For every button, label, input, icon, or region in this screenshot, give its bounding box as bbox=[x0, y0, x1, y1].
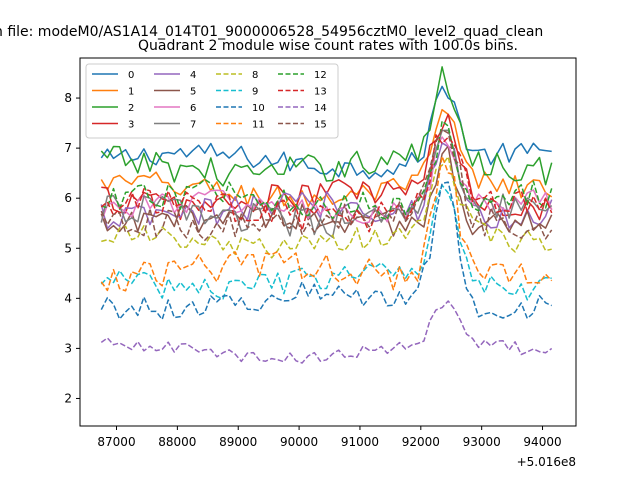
y-tick-label: 5 bbox=[64, 241, 72, 255]
series-line-7 bbox=[100, 129, 553, 239]
x-tick-label: 92000 bbox=[402, 435, 440, 449]
plot-frame bbox=[79, 57, 577, 427]
legend-label-6: 6 bbox=[190, 103, 196, 114]
series-line-12 bbox=[101, 120, 553, 221]
legend-label-9: 9 bbox=[252, 87, 258, 98]
series-line-11 bbox=[100, 155, 553, 292]
x-tick-label: 91000 bbox=[341, 435, 379, 449]
x-axis: 87000 88000 89000 90000 91000 92000 93000 94000 bbox=[97, 426, 562, 449]
series-line-14 bbox=[100, 300, 553, 364]
legend-label-2: 2 bbox=[128, 103, 134, 114]
y-axis: 2 3 4 5 6 7 8 bbox=[64, 91, 80, 405]
legend-label-7: 7 bbox=[190, 120, 196, 131]
figure-suptitle: n file: modeM0/AS1A14_014T01_9000006528_… bbox=[0, 24, 543, 40]
legend-label-0: 0 bbox=[128, 70, 134, 81]
legend-label-3: 3 bbox=[128, 120, 134, 131]
series-layer bbox=[100, 66, 553, 364]
x-tick-label: 87000 bbox=[97, 435, 135, 449]
x-tick-label: 93000 bbox=[463, 435, 501, 449]
legend-label-4: 4 bbox=[190, 70, 196, 81]
y-tick-label: 6 bbox=[64, 191, 72, 205]
legend-label-10: 10 bbox=[252, 103, 265, 114]
legend-label-1: 1 bbox=[128, 87, 134, 98]
y-tick-label: 2 bbox=[64, 391, 72, 405]
series-line-8 bbox=[101, 155, 552, 259]
legend-label-14: 14 bbox=[314, 103, 327, 114]
legend-label-11: 11 bbox=[252, 120, 265, 131]
x-tick-label: 90000 bbox=[280, 435, 318, 449]
legend-label-15: 15 bbox=[314, 120, 327, 131]
legend-label-8: 8 bbox=[252, 70, 258, 81]
legend-label-5: 5 bbox=[190, 87, 196, 98]
series-line-13 bbox=[100, 134, 553, 233]
y-tick-label: 4 bbox=[64, 291, 72, 305]
y-tick-label: 3 bbox=[64, 341, 72, 355]
series-line-2 bbox=[100, 66, 553, 187]
legend-label-13: 13 bbox=[314, 87, 327, 98]
chart-title: Quadrant 2 module wise count rates with … bbox=[138, 38, 518, 54]
series-line-15 bbox=[100, 128, 553, 242]
series-line-1 bbox=[100, 108, 553, 208]
y-tick-label: 7 bbox=[64, 141, 72, 155]
x-tick-label: 89000 bbox=[219, 435, 257, 449]
y-tick-label: 8 bbox=[64, 91, 72, 105]
series-line-9 bbox=[100, 184, 552, 301]
x-tick-label: 94000 bbox=[523, 435, 561, 449]
series-line-10 bbox=[100, 181, 553, 321]
series-line-0 bbox=[100, 85, 552, 180]
series-line-5 bbox=[100, 145, 553, 237]
legend-frame bbox=[85, 63, 339, 139]
series-line-6 bbox=[100, 136, 553, 224]
legend-label-12: 12 bbox=[314, 70, 327, 81]
x-axis-offset-label: +5.016e8 bbox=[517, 455, 576, 469]
x-tick-label: 88000 bbox=[158, 435, 196, 449]
